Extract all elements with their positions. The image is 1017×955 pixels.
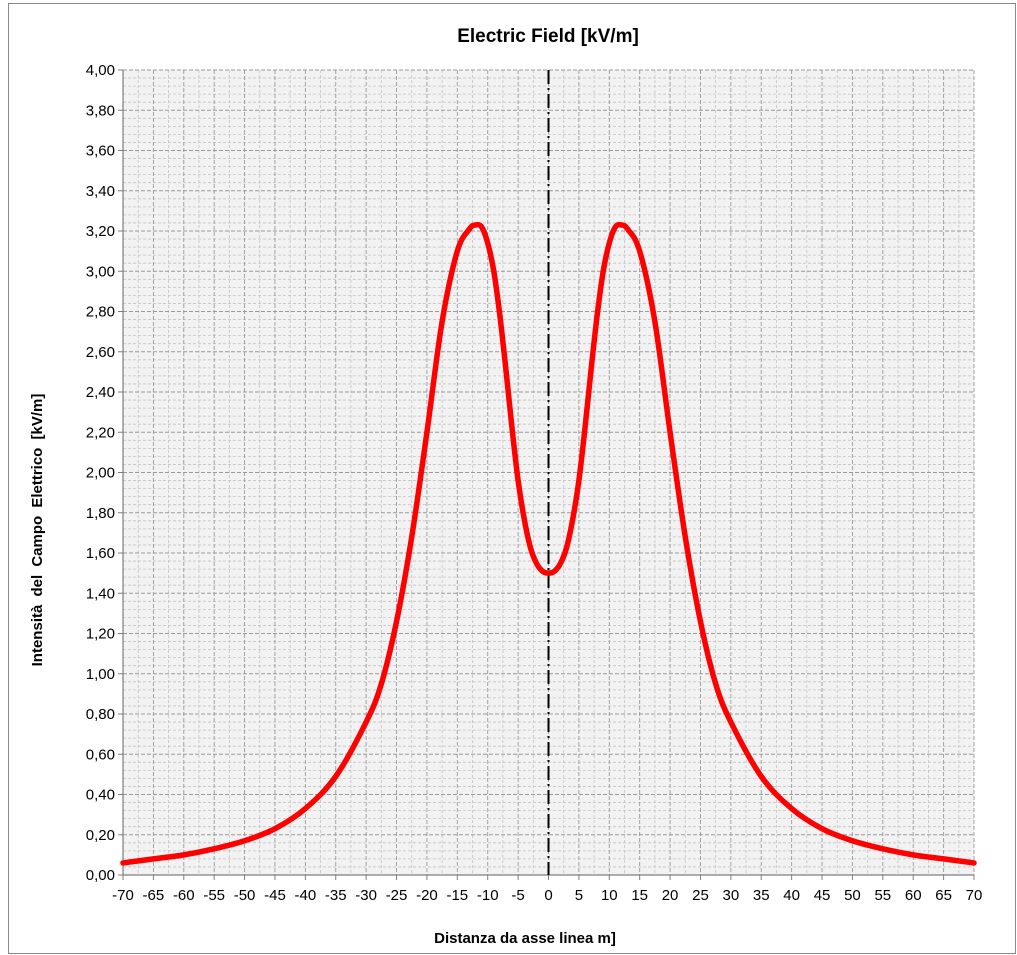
tick-labels: 0,00 0,20 0,40 0,60 0,80 1,00 1,20 1,40 1,60 1,80… [86, 62, 983, 904]
y-tick-label: 1,60 [86, 545, 115, 562]
y-tick-label: 2,60 [86, 344, 115, 361]
y-tick-label: 3,00 [86, 263, 115, 280]
x-tick-label: -60 [173, 887, 195, 904]
x-tick-label: -10 [477, 887, 499, 904]
y-tick-label: 2,80 [86, 304, 115, 321]
y-tick-label: 3,40 [86, 183, 115, 200]
x-tick-label: -65 [143, 887, 165, 904]
y-tick-label: 3,20 [86, 223, 115, 240]
x-tick-label: 25 [692, 887, 709, 904]
y-tick-label: 0,00 [86, 867, 115, 884]
x-tick-label: -15 [446, 887, 468, 904]
x-tick-label: 15 [631, 887, 648, 904]
x-tick-label: 50 [844, 887, 861, 904]
x-tick-label: 70 [966, 887, 983, 904]
x-tick-label: 5 [575, 887, 583, 904]
y-tick-label: 1,20 [86, 626, 115, 643]
x-tick-label: -20 [416, 887, 438, 904]
y-tick-label: 1,80 [86, 505, 115, 522]
series-line-electric-field [120, 221, 977, 866]
x-tick-label: 55 [874, 887, 891, 904]
x-tick-label: -55 [203, 887, 225, 904]
x-tick-label: 35 [753, 887, 770, 904]
x-tick-label: 10 [601, 887, 618, 904]
x-tick-label: 20 [662, 887, 679, 904]
y-tick-label: 0,60 [86, 746, 115, 763]
y-tick-label: 4,00 [86, 62, 115, 79]
x-tick-label: 65 [935, 887, 952, 904]
x-tick-label: -45 [264, 887, 286, 904]
y-tick-label: 3,60 [86, 143, 115, 160]
y-tick-label: 3,80 [86, 102, 115, 119]
x-tick-label: 45 [814, 887, 831, 904]
series-layer [120, 70, 977, 875]
x-tick-label: -35 [325, 887, 347, 904]
chart-svg: 0,00 0,20 0,40 0,60 0,80 1,00 1,20 1,40 1,60 1,80… [29, 26, 983, 947]
y-tick-label: 2,00 [86, 465, 115, 482]
x-axis-title: Distanza da asse linea m] [434, 930, 616, 947]
x-tick-label: -30 [355, 887, 377, 904]
chart-frame: 0,00 0,20 0,40 0,60 0,80 1,00 1,20 1,40 1,60 1,80… [8, 3, 1016, 954]
y-tick-label: 0,80 [86, 706, 115, 723]
x-tick-label: -40 [295, 887, 317, 904]
x-tick-label: 30 [723, 887, 740, 904]
y-tick-label: 2,20 [86, 424, 115, 441]
x-tick-label: -5 [511, 887, 524, 904]
chart-title: Electric Field [kV/m] [457, 26, 639, 47]
x-tick-label: 60 [905, 887, 922, 904]
x-tick-label: -70 [112, 887, 134, 904]
y-tick-label: 2,40 [86, 384, 115, 401]
y-axis-title: Intensità del Campo Elettrico [kV/m] [29, 394, 46, 667]
y-tick-label: 1,40 [86, 585, 115, 602]
x-tick-label: -50 [234, 887, 256, 904]
y-tick-label: 1,00 [86, 666, 115, 683]
y-tick-label: 0,40 [86, 787, 115, 804]
y-tick-label: 0,20 [86, 827, 115, 844]
x-tick-label: 40 [783, 887, 800, 904]
x-tick-label: 0 [544, 887, 552, 904]
x-tick-label: -25 [386, 887, 408, 904]
